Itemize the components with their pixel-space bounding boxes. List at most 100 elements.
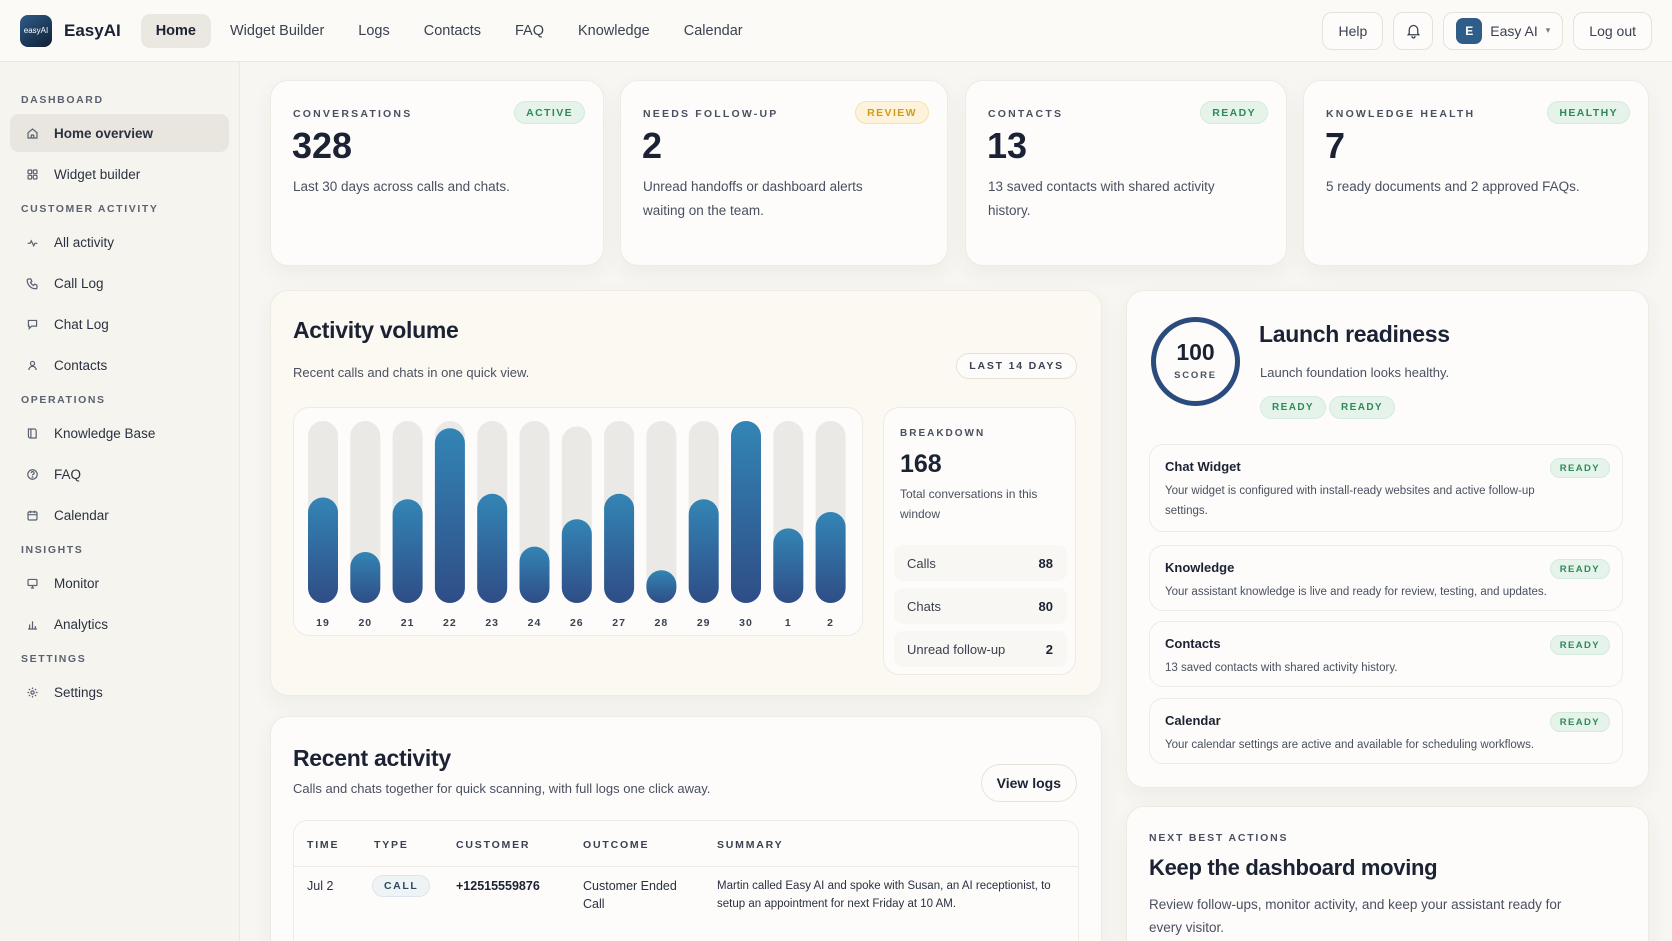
stat-label: CONVERSATIONS: [293, 108, 413, 120]
sidebar-item-label: All activity: [54, 234, 115, 250]
nav-home[interactable]: Home: [140, 13, 211, 48]
breakdown-row-chats: Chats 80: [894, 588, 1067, 624]
stat-label: NEEDS FOLLOW-UP: [643, 108, 779, 120]
stat-label: KNOWLEDGE HEALTH: [1326, 108, 1476, 120]
divider: [294, 866, 1078, 867]
sidebar-item-all-activity[interactable]: All activity: [10, 223, 229, 261]
bar[interactable]: [561, 519, 592, 603]
activity-volume-card: Activity volume Recent calls and chats i…: [270, 290, 1102, 696]
bar[interactable]: [731, 421, 761, 603]
nav-faq[interactable]: FAQ: [514, 22, 544, 39]
sidebar-item-widget-builder[interactable]: Widget builder: [10, 155, 229, 193]
sidebar-section-title: SETTINGS: [21, 653, 87, 665]
activity-chart: 19 20 21 22 23 24 26 27 28 29 30 1 2: [293, 407, 863, 636]
activity-table: TIME TYPE CUSTOMER OUTCOME SUMMARY Jul 2…: [293, 820, 1079, 941]
nav-knowledge[interactable]: Knowledge: [578, 22, 650, 39]
column-header-time: TIME: [307, 839, 340, 851]
section-title: Keep the dashboard moving: [1149, 855, 1438, 880]
sidebar-item-calendar[interactable]: Calendar: [10, 496, 229, 534]
bar-track: [646, 421, 677, 603]
stat-card-knowledge-health[interactable]: KNOWLEDGE HEALTH HEALTHY 7 5 ready docum…: [1303, 80, 1649, 266]
range-chip[interactable]: LAST 14 DAYS: [956, 353, 1077, 379]
sidebar-item-label: Analytics: [54, 616, 109, 632]
notifications-button[interactable]: [1393, 11, 1434, 50]
column-header-type: TYPE: [374, 839, 409, 851]
bar[interactable]: [477, 493, 508, 603]
section-subtitle: Recent calls and chats in one quick view…: [293, 365, 530, 380]
app-logo[interactable]: easyAI EasyAI: [20, 14, 121, 47]
sidebar-item-faq[interactable]: FAQ: [10, 455, 229, 493]
bar[interactable]: [308, 497, 338, 603]
recent-activity-card: Recent activity Calls and chats together…: [270, 716, 1102, 941]
bar-label: 28: [655, 617, 669, 629]
breakdown-description: Total conversations in this window: [900, 487, 1038, 521]
breakdown-row-label: Unread follow-up: [907, 641, 1006, 657]
sidebar-item-settings[interactable]: Settings: [10, 673, 229, 711]
stat-card-needs-follow-up[interactable]: NEEDS FOLLOW-UP REVIEW 2 Unread handoffs…: [620, 80, 948, 266]
bar[interactable]: [646, 570, 677, 603]
sidebar-item-knowledge-base[interactable]: Knowledge Base: [10, 414, 229, 452]
sidebar-item-home-overview[interactable]: Home overview: [10, 114, 229, 152]
breakdown-row-label: Calls: [907, 555, 936, 571]
bar[interactable]: [688, 499, 719, 603]
readiness-item-contacts[interactable]: Contacts READY 13 saved contacts with sh…: [1149, 621, 1623, 687]
bar-label: 20: [358, 617, 372, 629]
user-menu[interactable]: E Easy AI ▾: [1443, 11, 1564, 50]
stat-value: 328: [292, 125, 353, 166]
bar-label: 26: [570, 617, 584, 629]
readiness-item-title: Chat Widget: [1165, 459, 1241, 474]
user-name: Easy AI: [1490, 22, 1538, 39]
breakdown-row-calls: Calls 88: [894, 545, 1067, 581]
score-ring: [1151, 317, 1240, 406]
nav-logs[interactable]: Logs: [358, 22, 390, 39]
breakdown-total: 168: [900, 450, 942, 478]
nav-widget-builder[interactable]: Widget Builder: [230, 22, 325, 39]
sidebar-item-analytics[interactable]: Analytics: [10, 605, 229, 643]
sidebar-item-monitor[interactable]: Monitor: [10, 564, 229, 602]
sidebar-item-call-log[interactable]: Call Log: [10, 264, 229, 302]
bar[interactable]: [350, 552, 381, 603]
nav-contacts[interactable]: Contacts: [423, 22, 481, 39]
bar[interactable]: [392, 499, 423, 603]
help-button[interactable]: Help: [1322, 11, 1384, 50]
column-header-outcome: OUTCOME: [583, 839, 650, 851]
bar[interactable]: [519, 546, 550, 603]
bar[interactable]: [773, 528, 804, 603]
stat-label: CONTACTS: [988, 108, 1064, 120]
sidebar-item-label: Calendar: [54, 507, 109, 523]
sidebar-item-chat-log[interactable]: Chat Log: [10, 305, 229, 343]
sidebar-item-contacts[interactable]: Contacts: [10, 346, 229, 384]
bar[interactable]: [815, 512, 846, 603]
stat-card-conversations[interactable]: CONVERSATIONS ACTIVE 328 Last 30 days ac…: [270, 80, 604, 266]
top-bar: easyAI EasyAI Home Widget Builder Logs C…: [0, 0, 1672, 62]
chevron-down-icon: ▾: [1545, 25, 1551, 35]
stat-value: 7: [1325, 125, 1346, 166]
readiness-item-title: Knowledge: [1165, 560, 1235, 575]
cell-customer: +12515559876: [456, 879, 540, 893]
readiness-item-description: Your widget is configured with install-r…: [1165, 485, 1535, 517]
stat-card-contacts[interactable]: CONTACTS READY 13 13 saved contacts with…: [965, 80, 1287, 266]
monitor-icon: [24, 575, 40, 591]
bar[interactable]: [604, 493, 635, 603]
readiness-item-knowledge[interactable]: Knowledge READY Your assistant knowledge…: [1149, 545, 1623, 611]
cell-summary: Martin called Easy AI and spoke with Sus…: [717, 880, 1051, 910]
cell-outcome: Customer Ended Call: [583, 879, 677, 911]
section-subtitle: Calls and chats together for quick scann…: [293, 781, 711, 796]
book-icon: [24, 425, 40, 441]
stat-description: Last 30 days across calls and chats.: [293, 179, 510, 194]
stat-description: 13 saved contacts with shared activity h…: [988, 179, 1215, 218]
readiness-item-chat-widget[interactable]: Chat Widget READY Your widget is configu…: [1149, 444, 1623, 532]
breakdown-row-label: Chats: [907, 598, 941, 614]
chat-icon: [24, 316, 40, 332]
view-logs-button[interactable]: View logs: [980, 764, 1077, 802]
logout-button[interactable]: Log out: [1573, 11, 1652, 50]
home-icon: [24, 125, 40, 141]
bar[interactable]: [434, 428, 465, 603]
column-header-summary: SUMMARY: [717, 839, 784, 851]
app-name: EasyAI: [64, 20, 121, 40]
avatar: E: [1456, 17, 1483, 44]
readiness-item-calendar[interactable]: Calendar READY Your calendar settings ar…: [1149, 698, 1623, 764]
readiness-item-description: Your assistant knowledge is live and rea…: [1165, 586, 1547, 598]
bar-chart-icon: [24, 616, 40, 632]
nav-calendar[interactable]: Calendar: [683, 22, 743, 39]
